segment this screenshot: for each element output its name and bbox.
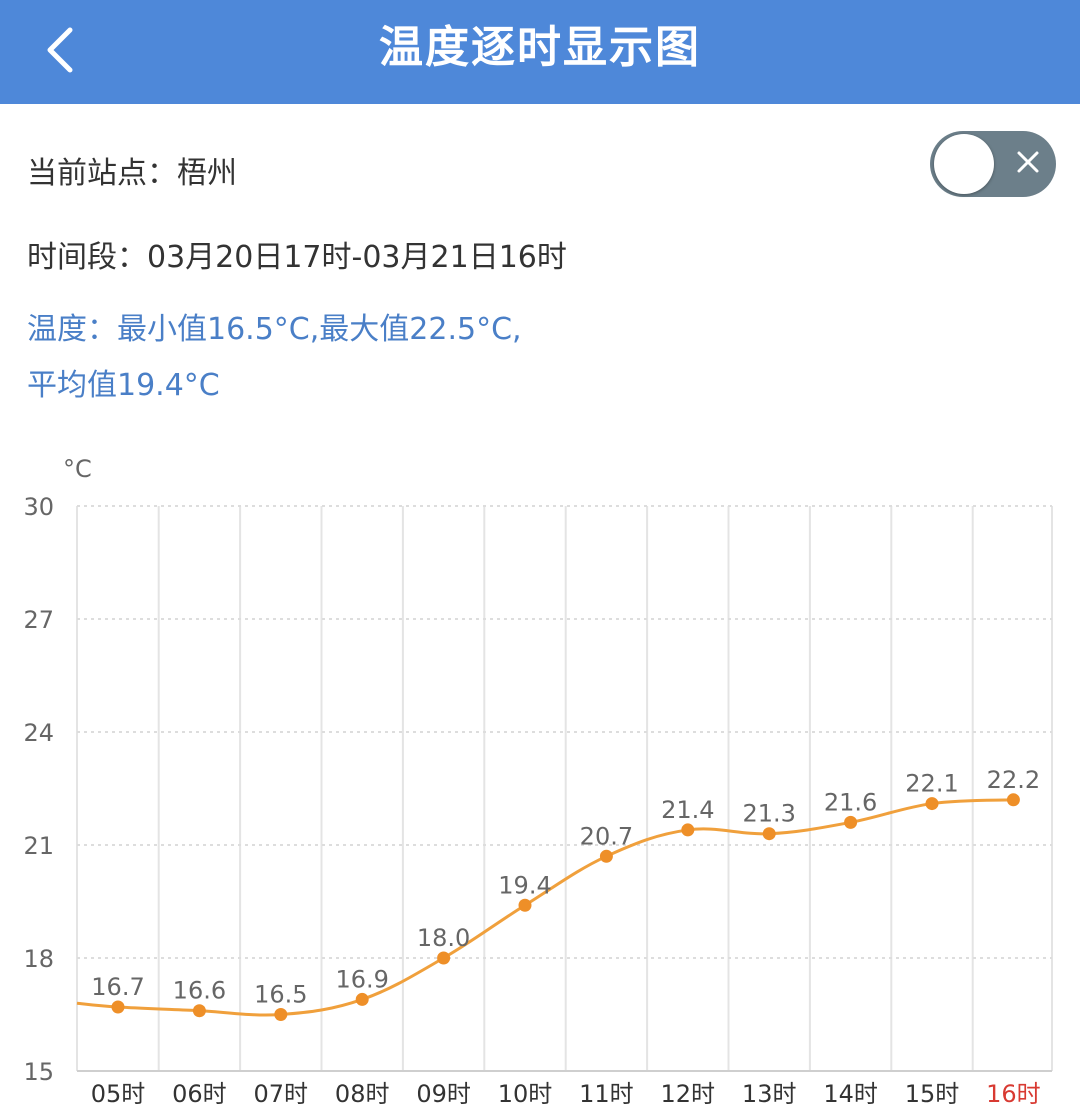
- x-tick-label: 09时: [416, 1080, 471, 1108]
- data-point: [681, 823, 695, 837]
- y-tick-label: 18: [23, 945, 54, 973]
- y-tick-label: 30: [23, 493, 54, 521]
- data-point: [762, 827, 776, 841]
- station-label: 当前站点：: [27, 156, 177, 191]
- x-tick-label: 11时: [579, 1080, 634, 1108]
- data-point: [437, 951, 451, 965]
- station-row: 当前站点：梧州: [27, 148, 237, 192]
- x-tick-label-current: 16时: [986, 1080, 1041, 1108]
- data-value-label: 20.7: [580, 822, 633, 850]
- toggle-knob: [934, 134, 994, 194]
- y-tick-label: 24: [23, 719, 54, 747]
- data-value-label: 22.2: [987, 766, 1040, 794]
- data-point: [925, 797, 939, 811]
- x-tick-label: 10时: [498, 1080, 553, 1108]
- chevron-left-icon: [47, 27, 73, 73]
- data-value-label: 16.7: [91, 973, 144, 1001]
- x-tick-label: 14时: [823, 1080, 878, 1108]
- y-tick-label: 21: [23, 832, 54, 860]
- data-point: [599, 849, 613, 863]
- data-point: [518, 898, 532, 912]
- x-tick-label: 08时: [335, 1080, 390, 1108]
- station-name: 梧州: [177, 156, 237, 191]
- y-axis-unit: °C: [63, 455, 92, 483]
- data-value-label: 21.6: [824, 788, 877, 816]
- data-point: [1006, 793, 1020, 807]
- x-tick-label: 15时: [905, 1080, 960, 1108]
- temperature-line-chart: 15 18 21 24 27 30 16.7 16.6 16.5 16.9 18.0 19.4 20.7…: [23, 493, 1053, 1108]
- data-value-label: 19.4: [498, 871, 551, 899]
- x-tick-label: 13时: [742, 1080, 797, 1108]
- data-value-label: 21.3: [742, 800, 795, 828]
- x-tick-label: 05时: [91, 1080, 146, 1108]
- period-range: 03月20日17时-03月21日16时: [147, 240, 567, 275]
- data-value-label: 16.6: [173, 977, 226, 1005]
- close-icon: [1017, 151, 1039, 173]
- data-value-label: 22.1: [905, 770, 958, 798]
- app-header: 温度逐时显示图: [0, 0, 1080, 104]
- data-point: [111, 1000, 125, 1014]
- data-point: [355, 992, 369, 1006]
- period-row: 时间段：03月20日17时-03月21日16时: [27, 232, 567, 276]
- data-point: [844, 815, 858, 829]
- data-value-label: 18.0: [417, 924, 470, 952]
- data-value-label: 16.9: [335, 965, 388, 993]
- x-tick-label: 12时: [661, 1080, 716, 1108]
- temperature-summary: 温度：最小值16.5°C,最大值22.5°C, 平均值19.4°C: [27, 302, 587, 414]
- x-tick-label: 07时: [254, 1080, 309, 1108]
- period-label: 时间段：: [27, 240, 147, 275]
- data-value-label: 21.4: [661, 796, 714, 824]
- data-point: [192, 1004, 206, 1018]
- summary-average: 平均值19.4°C: [27, 368, 220, 403]
- back-button[interactable]: [34, 20, 94, 80]
- y-tick-label: 27: [23, 606, 54, 634]
- summary-min-max: 温度：最小值16.5°C,最大值22.5°C,: [27, 312, 522, 347]
- page-title: 温度逐时显示图: [379, 22, 701, 73]
- data-value-label: 16.5: [254, 981, 307, 1009]
- x-tick-label: 06时: [172, 1080, 227, 1108]
- data-point: [274, 1008, 288, 1021]
- station-toggle[interactable]: [930, 131, 1056, 197]
- y-tick-label: 15: [23, 1058, 54, 1086]
